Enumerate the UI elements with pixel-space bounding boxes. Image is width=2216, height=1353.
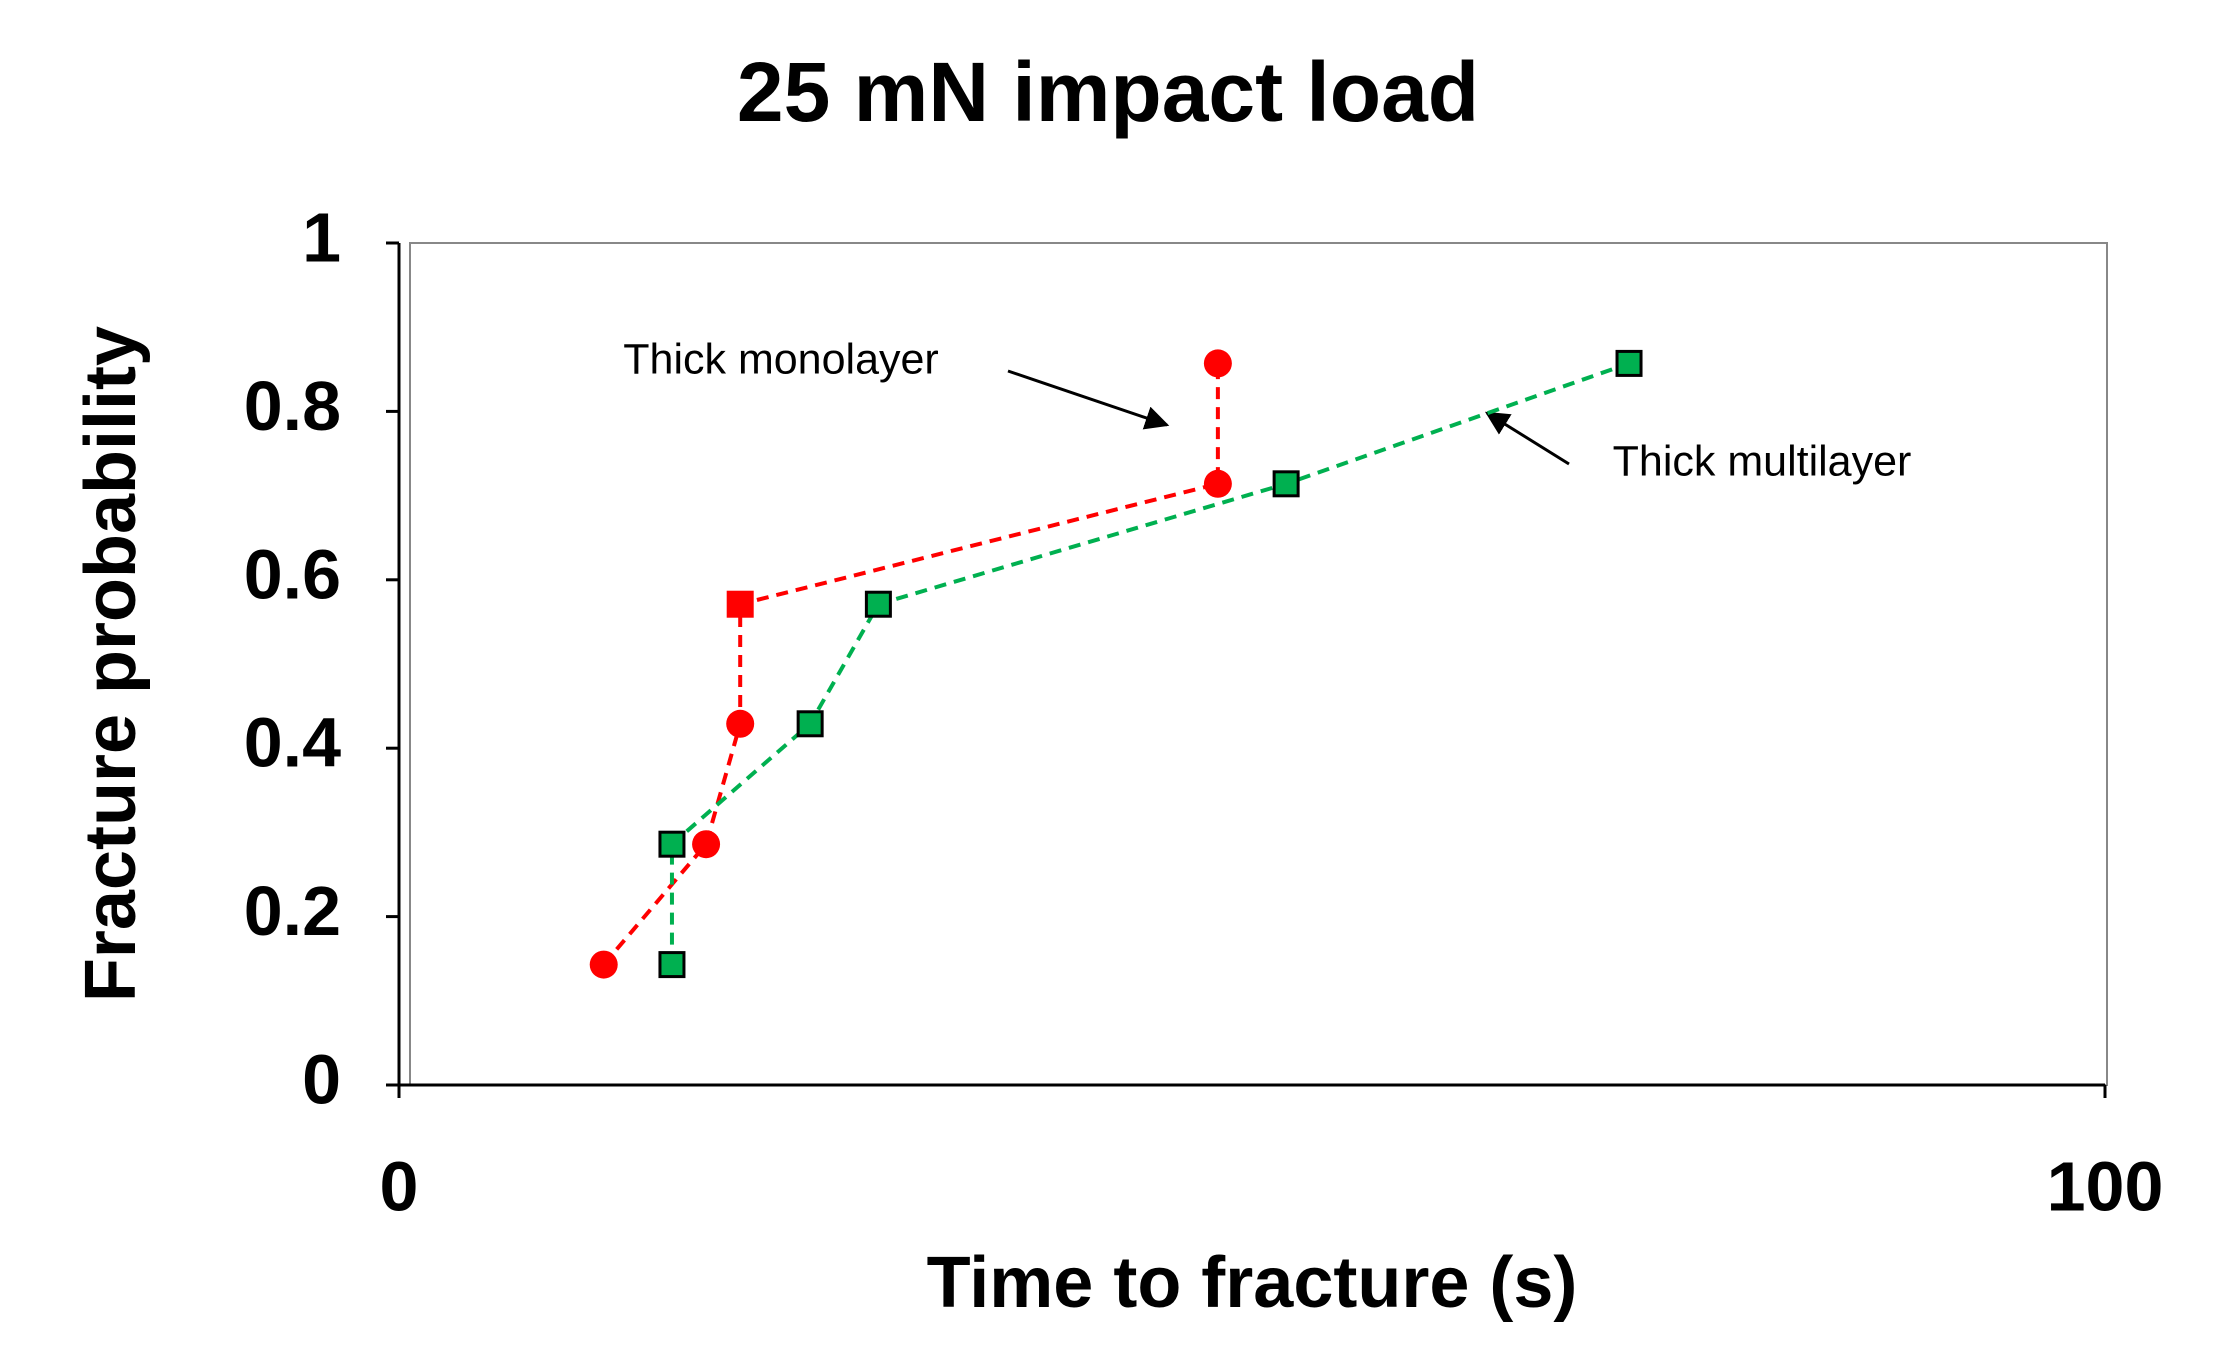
point: [864, 590, 892, 618]
point: [1615, 349, 1643, 377]
annotation-arrow: [1484, 411, 1570, 466]
y-tick-label: 0.2: [244, 872, 341, 950]
y-tick-label: 0: [302, 1040, 341, 1118]
point: [796, 710, 824, 738]
y-tick-label: 1: [302, 198, 341, 276]
point: [589, 950, 618, 979]
point: [1272, 470, 1300, 498]
y-tick-label: 0.6: [244, 535, 341, 613]
point: [658, 830, 686, 858]
x-axis-title: Time to fracture (s): [927, 1243, 1578, 1323]
point: [726, 590, 754, 618]
point: [1203, 349, 1232, 378]
y-axis-title: Fracture probability: [71, 326, 151, 1002]
annotation: Thick multilayer: [1613, 437, 1912, 485]
x-tick-label: 100: [2047, 1147, 2164, 1225]
chart-title: 25 mN impact load: [737, 45, 1479, 139]
point: [1203, 469, 1232, 498]
series-line: [602, 363, 1220, 966]
point: [658, 951, 686, 979]
y-tick-label: 0.4: [244, 704, 341, 782]
x-tick-label: 0: [380, 1147, 419, 1225]
annotation-arrow: [1007, 369, 1170, 430]
point: [692, 830, 721, 859]
series-line: [669, 361, 1630, 965]
y-tick-label: 0.8: [244, 367, 341, 445]
point: [726, 709, 755, 738]
annotation: Thick monolayer: [623, 335, 938, 383]
